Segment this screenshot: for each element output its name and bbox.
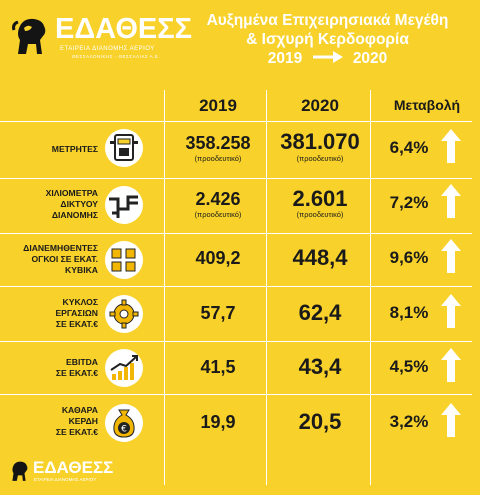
- meters-2020-value: 381.070: [280, 129, 360, 154]
- cubes-icon: [104, 240, 144, 285]
- network-change: 7,2%: [389, 193, 429, 212]
- arrow-right-icon: [312, 49, 343, 68]
- pipe-network-icon: [104, 185, 144, 230]
- row-divider: [0, 121, 472, 122]
- row-divider: [0, 394, 472, 395]
- arrow-up-icon: [441, 129, 461, 168]
- brand-subtitle-2: ΘΕΣΣΑΛΟΝΙΚΗΣ - ΘΕΣΣΑΛΙΑΣ Α.Ε.: [72, 54, 161, 59]
- network-2019-note: (προοδευτικό): [194, 210, 242, 219]
- volumes-change: 9,6%: [389, 248, 429, 267]
- divider-1: [164, 90, 165, 485]
- money-bag-icon: €: [104, 403, 144, 448]
- network-2020-note: (προοδευτικό): [296, 210, 344, 219]
- brand-name: ΕΔΑΘΕΣΣ: [55, 13, 193, 45]
- turnover-change: 8,1%: [389, 303, 429, 322]
- row-divider: [0, 233, 472, 234]
- arrow-up-icon: [441, 348, 461, 387]
- title-years: 2019 2020: [180, 49, 475, 68]
- net-profit-2019-value: 19,9: [200, 412, 236, 432]
- brand-subtitle-footer: ΕΤΑΙΡΕΙΑ ΔΙΑΝΟΜΗΣ ΑΕΡΙΟΥ: [34, 477, 97, 482]
- row-divider: [0, 178, 472, 179]
- lion-logo-small-icon: [8, 458, 30, 489]
- row-divider: [0, 286, 472, 287]
- network-2019-value: 2.426: [195, 189, 241, 209]
- arrow-up-icon: [441, 403, 461, 442]
- divider-3: [370, 90, 371, 485]
- net-profit-2020-value: 20,5: [298, 409, 342, 434]
- turnover-2020-value: 62,4: [298, 300, 342, 325]
- network-2020-value: 2.601: [292, 186, 348, 211]
- arrow-up-icon: [441, 239, 461, 278]
- page-title: Αυξημένα Επιχειρησιακά Μεγέθη & Ισχυρή Κ…: [180, 11, 475, 68]
- arrow-up-icon: [441, 294, 461, 333]
- year-from: 2019: [267, 50, 303, 67]
- svg-text:€: €: [121, 425, 127, 435]
- header-change: Μεταβολή: [393, 97, 461, 113]
- brand-name-footer: ΕΔΑΘΕΣΣ: [33, 458, 114, 477]
- year-to: 2020: [352, 50, 388, 67]
- row-label-ebitda: EBITDA ΣΕ ΕΚΑΤ.€: [55, 357, 98, 378]
- meters-2019-note: (προοδευτικό): [194, 154, 242, 163]
- growth-chart-icon: [104, 348, 144, 393]
- volumes-2019-value: 409,2: [195, 248, 241, 268]
- header-2020: 2020: [301, 96, 339, 115]
- title-line-1: Αυξημένα Επιχειρησιακά Μεγέθη: [206, 12, 449, 29]
- net-profit-change: 3,2%: [389, 412, 429, 431]
- lion-logo-icon: [10, 14, 50, 63]
- ebitda-2019-value: 41,5: [200, 357, 236, 377]
- meters-2020-note: (προοδευτικό): [296, 154, 344, 163]
- gear-euro-icon: [104, 294, 144, 339]
- row-label-net-profit: ΚΑΘΑΡΑ ΚΕΡΔΗ ΣΕ ΕΚΑΤ.€: [55, 405, 98, 437]
- meters-change: 6,4%: [389, 138, 429, 157]
- divider-2: [266, 90, 267, 485]
- volumes-2020-value: 448,4: [292, 245, 348, 270]
- arrow-up-icon: [441, 184, 461, 223]
- header-2019: 2019: [199, 96, 237, 115]
- ebitda-2020-value: 43,4: [298, 354, 342, 379]
- row-label-meters: ΜΕΤΡΗΤΕΣ: [51, 144, 98, 154]
- row-label-turnover: ΚΥΚΛΟΣ ΕΡΓΑΣΙΩΝ ΣΕ ΕΚΑΤ.€: [55, 297, 98, 329]
- turnover-2019-value: 57,7: [200, 303, 236, 323]
- ebitda-change: 4,5%: [389, 357, 429, 376]
- row-label-network-km: ΧΙΛΙΟΜΕΤΡΑ ΔΙΚΤΥΟΥ ΔΙΑΝΟΜΗΣ: [45, 188, 98, 220]
- row-divider: [0, 341, 472, 342]
- gas-meter-icon: [104, 128, 144, 173]
- brand-subtitle: ΕΤΑΙΡΕΙΑ ΔΙΑΝΟΜΗΣ ΑΕΡΙΟΥ: [60, 46, 155, 52]
- meters-2019-value: 358.258: [185, 133, 251, 153]
- title-line-2: & Ισχυρή Κερδοφορία: [246, 31, 409, 48]
- row-label-volumes: ΔΙΑΝΕΜΗΘΕΝΤΕΣ ΟΓΚΟΙ ΣΕ ΕΚΑΤ. ΚΥΒΙΚΑ: [23, 243, 98, 275]
